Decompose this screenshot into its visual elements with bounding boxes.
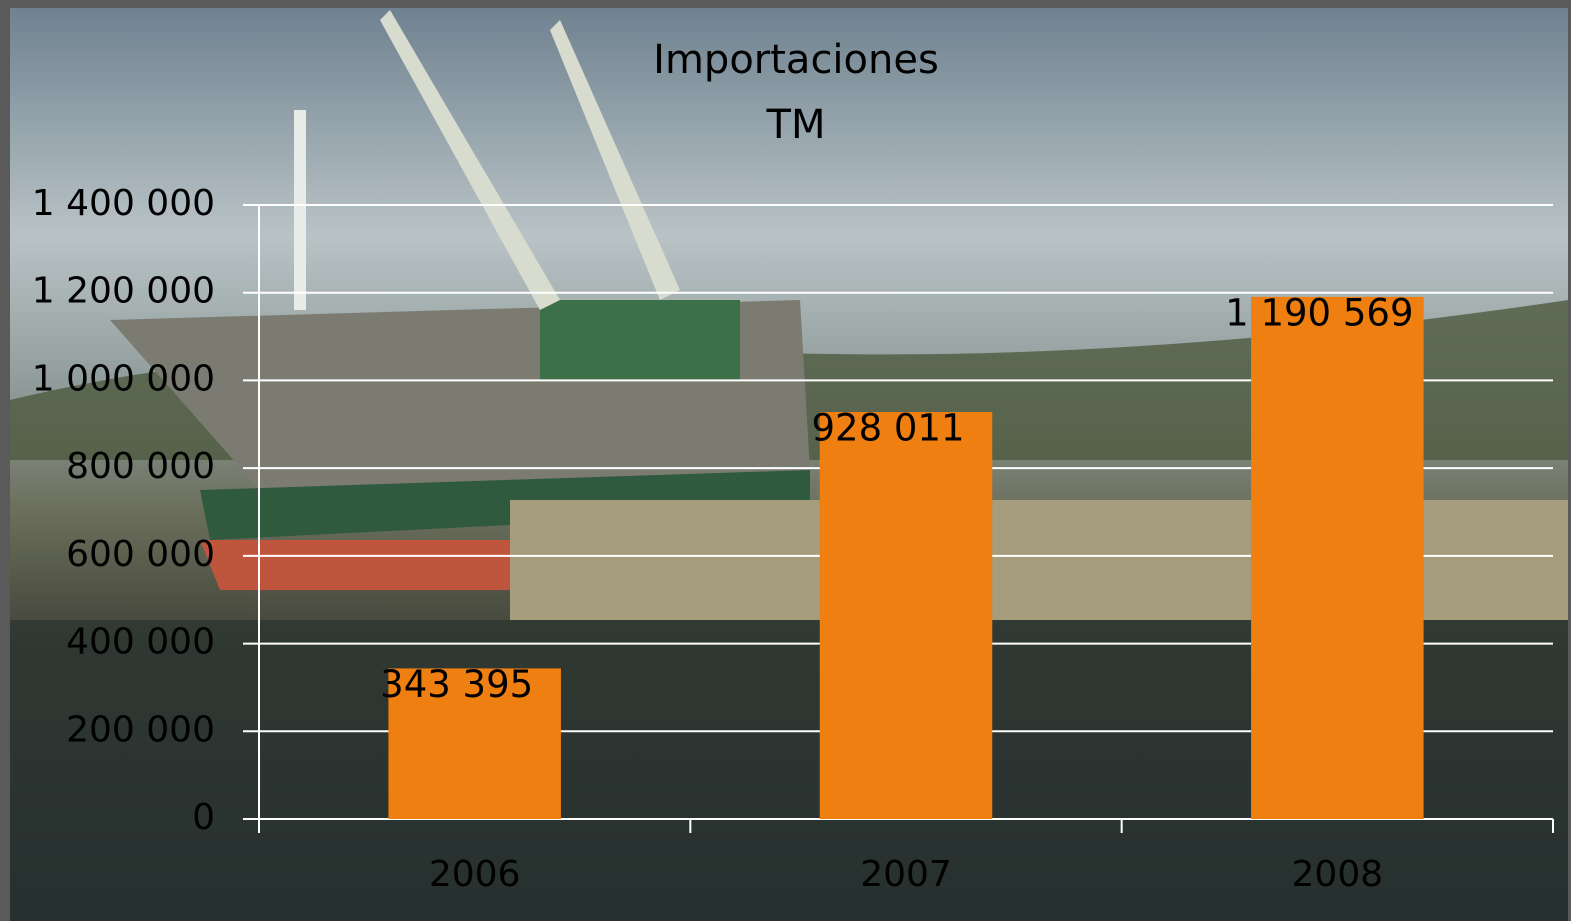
x-tick-label: 2007 — [860, 854, 952, 895]
y-tick-label: 600 000 — [66, 534, 215, 575]
bar — [1251, 296, 1424, 819]
value-label: 1 190 569 — [1225, 291, 1413, 334]
value-label: 928 011 — [811, 407, 964, 450]
y-tick-label: 1 000 000 — [32, 358, 215, 399]
x-tick-label: 2008 — [1292, 854, 1384, 895]
y-tick-label: 1 400 000 — [32, 183, 215, 224]
y-tick-label: 0 — [192, 797, 215, 838]
value-label: 343 395 — [380, 663, 533, 706]
bar — [388, 668, 561, 819]
y-tick-label: 1 200 000 — [32, 271, 215, 312]
chart-subtitle: TM — [766, 102, 826, 148]
y-tick-label: 200 000 — [66, 709, 215, 750]
chart-title: Importaciones — [653, 37, 939, 83]
y-tick-label: 400 000 — [66, 622, 215, 663]
y-tick-label: 800 000 — [66, 446, 215, 487]
x-tick-label: 2006 — [429, 854, 521, 895]
bar — [819, 412, 993, 819]
